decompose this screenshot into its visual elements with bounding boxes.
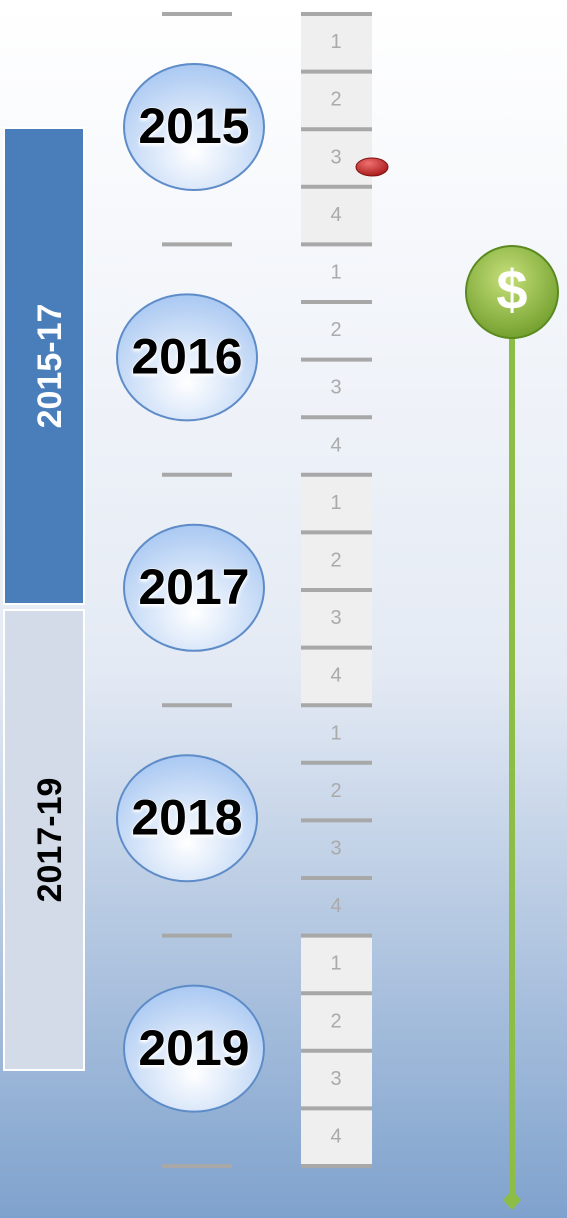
quarter-label: 1	[330, 722, 341, 744]
year-bubble	[123, 984, 265, 1113]
year-bubble	[116, 754, 258, 883]
quarter-label: 4	[330, 1125, 341, 1147]
year-bubble	[123, 63, 265, 191]
arrow-end	[503, 1190, 521, 1210]
quarter-label: 4	[330, 665, 341, 687]
quarter-label: 1	[330, 31, 341, 53]
quarter-label: 1	[330, 492, 341, 514]
quarter-label: 2	[330, 780, 341, 802]
quarter-label: 4	[330, 204, 341, 226]
quarter-label: 2	[330, 89, 341, 111]
quarter-label: 4	[330, 434, 341, 456]
quarter-label: 3	[330, 1068, 341, 1090]
year-label: 2016	[131, 329, 242, 385]
year-label: 2017	[138, 559, 249, 615]
content: 2015-17 2017-19 1 2 3 4 2015 1 2 3 4 2016 1 2 3 4 2017 1 2…	[3, 12, 559, 1210]
quarter-label: 2	[330, 1010, 341, 1032]
quarter-label: 2	[330, 319, 341, 341]
quarter-label: 3	[330, 146, 341, 168]
year-label: 2018	[131, 789, 242, 845]
period-label: 2017-19	[31, 778, 69, 903]
money-symbol: $	[496, 258, 527, 321]
quarter-label: 2	[330, 549, 341, 571]
quarter-label: 3	[330, 377, 341, 399]
quarter-label: 3	[330, 837, 341, 859]
quarter-label: 3	[330, 607, 341, 629]
year-label: 2019	[138, 1020, 249, 1076]
period-bar	[3, 127, 85, 605]
quarter-label: 4	[330, 895, 341, 917]
year-label: 2015	[138, 98, 249, 154]
period-label: 2015-17	[31, 304, 69, 429]
quarter-label: 1	[330, 953, 341, 975]
period-bar	[3, 609, 85, 1071]
quarter-label: 1	[330, 261, 341, 283]
money-badge	[465, 245, 559, 339]
year-bubble	[116, 293, 258, 422]
current-marker	[355, 157, 389, 177]
year-bubble	[123, 523, 265, 652]
